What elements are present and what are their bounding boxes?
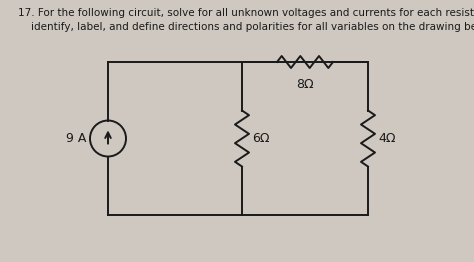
Text: identify, label, and define directions and polarities for all variables on the d: identify, label, and define directions a…: [18, 22, 474, 32]
Text: 8Ω: 8Ω: [296, 78, 314, 91]
Text: 9 A: 9 A: [65, 132, 86, 145]
Text: 6Ω: 6Ω: [252, 132, 270, 145]
Text: 4Ω: 4Ω: [378, 132, 395, 145]
Text: 17. For the following circuit, solve for all unknown voltages and currents for e: 17. For the following circuit, solve for…: [18, 8, 474, 18]
